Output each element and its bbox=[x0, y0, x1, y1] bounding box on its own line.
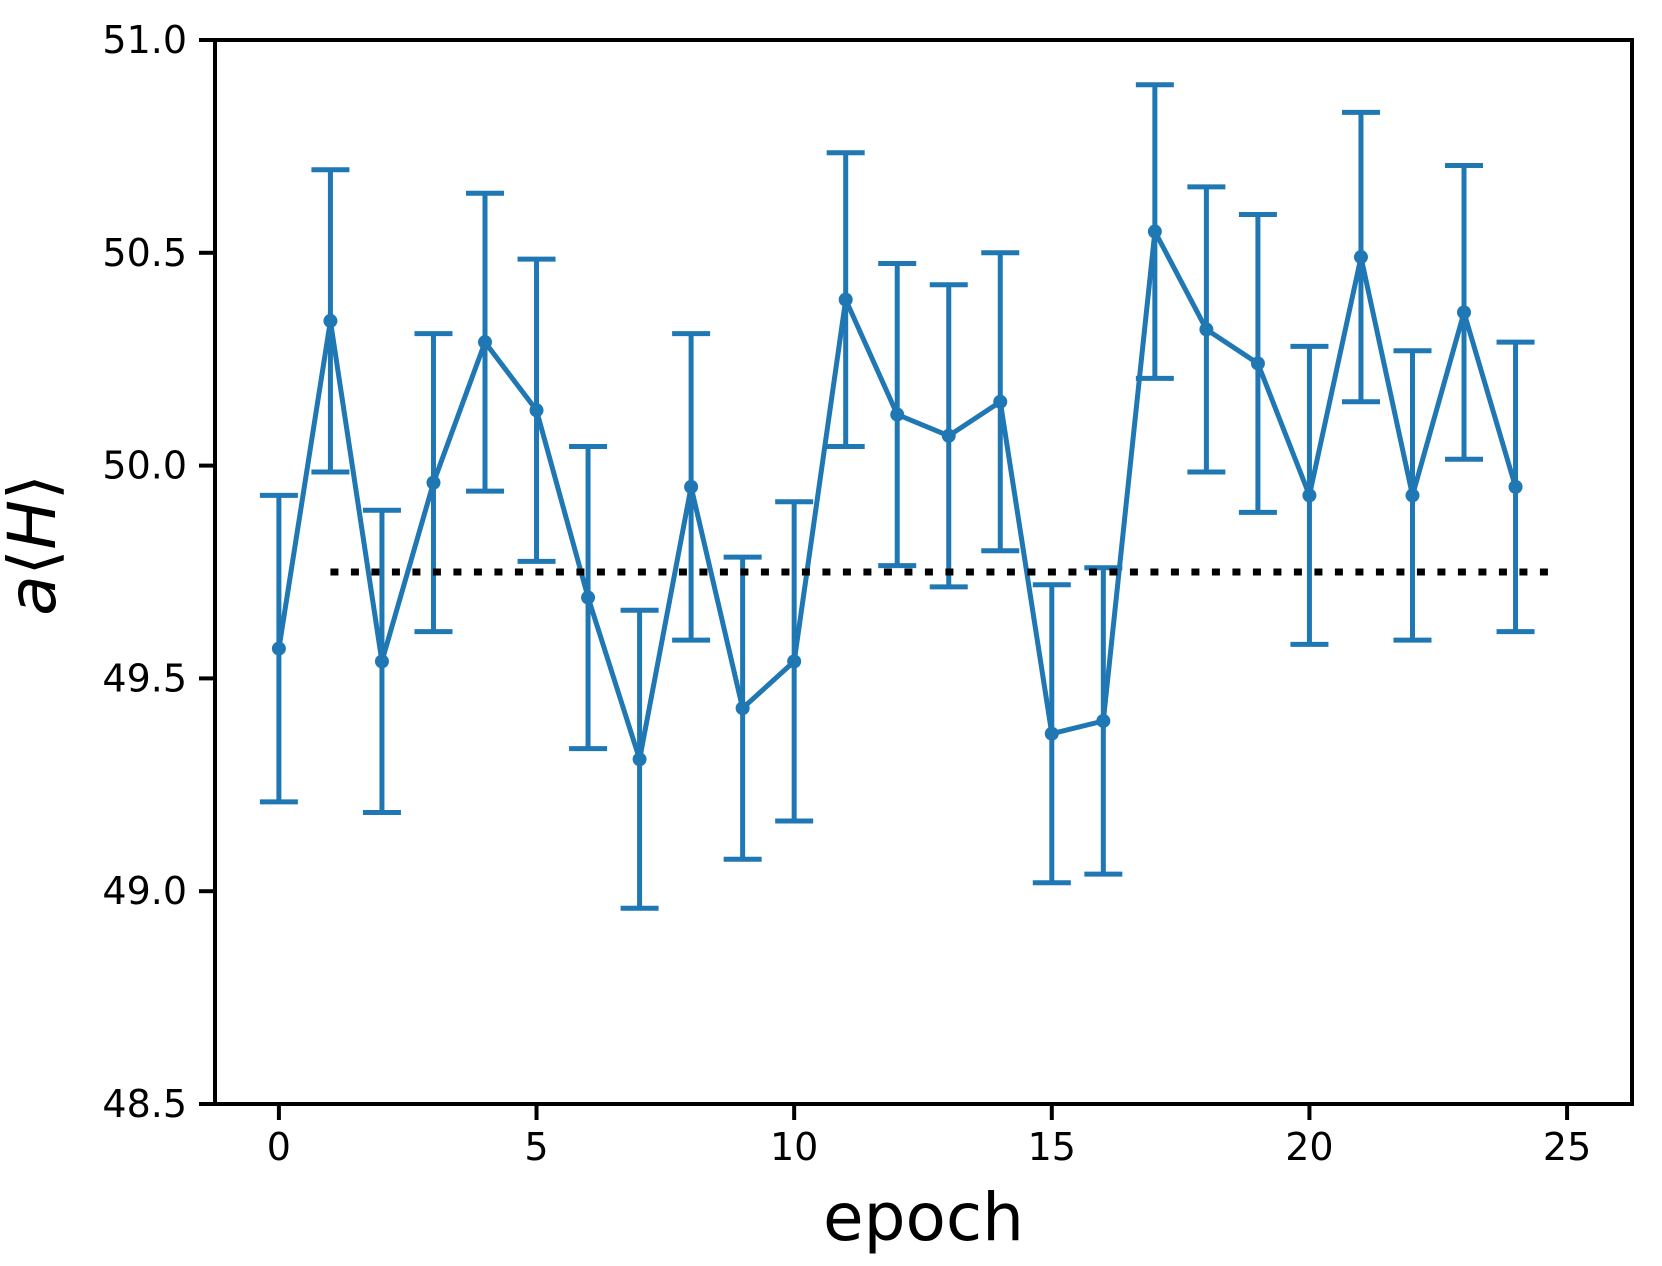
data-point bbox=[271, 641, 286, 656]
data-point bbox=[1508, 479, 1523, 494]
x-tick-label: 15 bbox=[1028, 1125, 1076, 1169]
data-point bbox=[838, 292, 853, 307]
y-tick-label: 51.0 bbox=[102, 18, 187, 62]
data-point bbox=[478, 335, 493, 350]
data-point bbox=[735, 701, 750, 716]
data-point bbox=[426, 475, 441, 490]
data-point bbox=[323, 313, 338, 328]
data-point bbox=[1250, 356, 1265, 371]
x-tick-label: 10 bbox=[770, 1125, 818, 1169]
data-point bbox=[993, 394, 1008, 409]
data-point bbox=[1457, 305, 1472, 320]
x-axis-label: epoch bbox=[823, 1179, 1024, 1256]
data-point bbox=[374, 654, 389, 669]
data-point bbox=[1096, 713, 1111, 728]
data-point bbox=[581, 590, 596, 605]
x-tick-label: 25 bbox=[1543, 1125, 1591, 1169]
data-point bbox=[1044, 726, 1059, 741]
data-series bbox=[259, 82, 1535, 911]
data-point bbox=[787, 654, 802, 669]
x-tick-label: 0 bbox=[267, 1125, 291, 1169]
data-point bbox=[1199, 322, 1214, 337]
y-tick-label: 48.5 bbox=[102, 1082, 187, 1126]
data-point bbox=[1353, 250, 1368, 265]
data-point bbox=[890, 407, 905, 422]
data-point bbox=[1405, 488, 1420, 503]
axes-spines bbox=[213, 38, 1634, 1106]
y-tick-label: 50.0 bbox=[102, 444, 187, 488]
y-axis-label: a⟨H⟩ bbox=[0, 474, 71, 616]
y-tick-label: 49.5 bbox=[102, 656, 187, 700]
data-point bbox=[941, 428, 956, 443]
data-point bbox=[1302, 488, 1317, 503]
data-point bbox=[1147, 224, 1162, 239]
y-tick-label: 49.0 bbox=[102, 869, 187, 913]
data-point bbox=[529, 403, 544, 418]
y-tick-label: 50.5 bbox=[102, 231, 187, 275]
x-tick-label: 20 bbox=[1285, 1125, 1333, 1169]
data-point bbox=[632, 752, 647, 767]
data-point bbox=[684, 479, 699, 494]
x-tick-label: 5 bbox=[524, 1125, 548, 1169]
